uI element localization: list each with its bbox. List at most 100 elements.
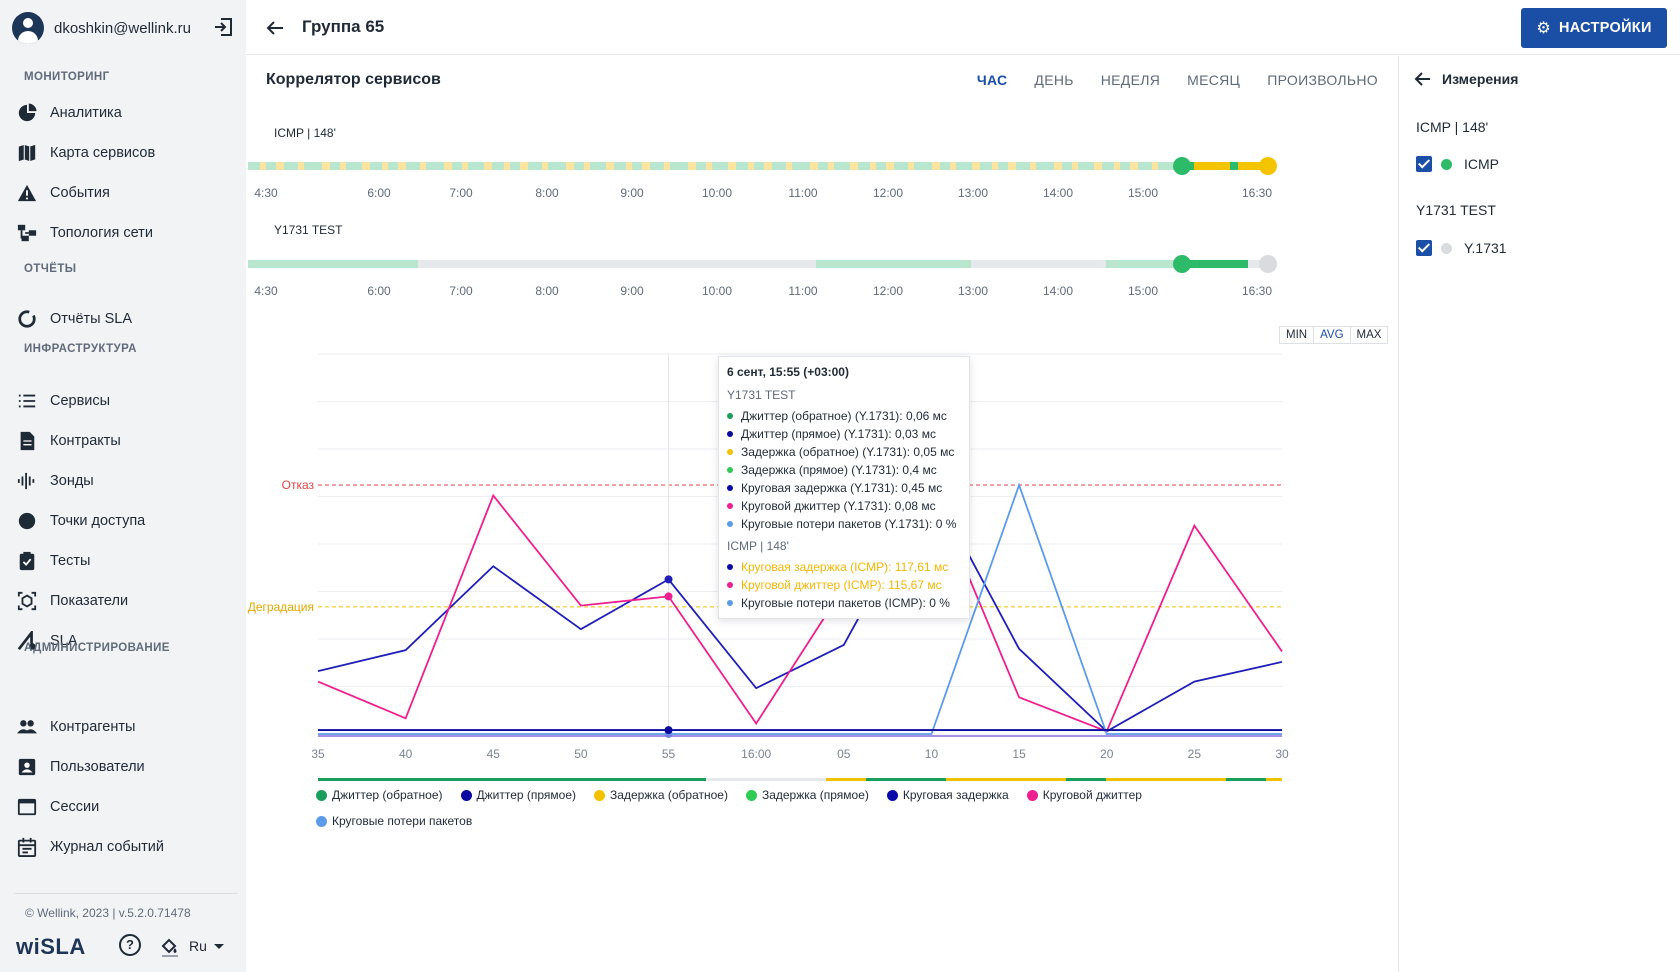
timeline-tick: 15:00 bbox=[1127, 186, 1159, 200]
legend-label: Задержка (обратное) bbox=[610, 788, 728, 802]
sidebar-item[interactable]: Пользователи bbox=[16, 753, 236, 781]
timeline-segment bbox=[468, 162, 484, 170]
timeline-segment bbox=[420, 162, 426, 170]
timeline-icmp[interactable] bbox=[246, 154, 1398, 178]
tooltip-row-text: Круговая задержка (Y.1731): 0,45 мс bbox=[741, 481, 943, 495]
back-arrow-icon[interactable] bbox=[1413, 69, 1433, 89]
timeline-segment bbox=[670, 162, 688, 170]
sidebar-item[interactable]: Тесты bbox=[16, 547, 236, 575]
logout-icon[interactable] bbox=[212, 16, 234, 38]
series-color-dot bbox=[727, 521, 733, 527]
period-tab[interactable]: НЕДЕЛЯ bbox=[1100, 72, 1161, 88]
timeline-segment bbox=[276, 162, 284, 170]
sidebar-item[interactable]: Отчёты SLA bbox=[16, 305, 236, 333]
sidebar-item[interactable]: Контрагенты bbox=[16, 713, 236, 741]
legend-item[interactable]: Джиттер (прямое) bbox=[460, 782, 577, 808]
timeline-segment bbox=[1030, 162, 1036, 170]
language-select[interactable]: Ru bbox=[189, 938, 224, 954]
warning-icon bbox=[16, 182, 38, 204]
measurement-item-icmp[interactable]: ICMP bbox=[1416, 156, 1499, 172]
timeline-range-handle[interactable] bbox=[1173, 157, 1191, 175]
sidebar-item[interactable]: Топология сети bbox=[16, 219, 236, 247]
timeline-range-handle[interactable] bbox=[1259, 255, 1277, 273]
timeline-tick: 10:00 bbox=[701, 186, 733, 200]
series-line[interactable] bbox=[317, 483, 1283, 733]
sidebar-section-title: ОТЧЁТЫ bbox=[24, 263, 77, 275]
theme-paint-icon[interactable] bbox=[160, 937, 180, 957]
legend-item[interactable]: Задержка (прямое) bbox=[745, 782, 869, 808]
timeline-segment bbox=[818, 162, 828, 170]
period-tab[interactable]: ДЕНЬ bbox=[1034, 72, 1074, 88]
sidebar-item[interactable]: Показатели bbox=[16, 587, 236, 615]
measurement-group-title: Y1731 TEST bbox=[1416, 202, 1496, 218]
timeline-range-handle[interactable] bbox=[1259, 157, 1277, 175]
sidebar-item[interactable]: Сервисы bbox=[16, 387, 236, 415]
aggregation-option[interactable]: MIN bbox=[1280, 327, 1315, 343]
sidebar-item-label: События bbox=[50, 185, 110, 201]
aggregation-option[interactable]: MAX bbox=[1356, 329, 1382, 341]
timeline-segment bbox=[614, 162, 626, 170]
back-arrow-icon[interactable] bbox=[264, 17, 286, 39]
user-menu[interactable]: dkoshkin@wellink.ru bbox=[12, 10, 236, 46]
avatar[interactable] bbox=[12, 12, 44, 44]
timeline-segment bbox=[736, 162, 748, 170]
timeline-tick: 6:00 bbox=[367, 186, 391, 200]
timeline-segment bbox=[566, 162, 574, 170]
legend-item[interactable]: Задержка (обратное) bbox=[594, 782, 728, 808]
sidebar-item[interactable]: Контракты bbox=[16, 427, 236, 455]
status-strip-segment bbox=[1226, 778, 1266, 781]
legend-label: Джиттер (прямое) bbox=[476, 788, 577, 802]
page-title: Группа 65 bbox=[302, 17, 385, 36]
timeline-tick: 13:00 bbox=[957, 186, 989, 200]
aggregation-option[interactable]: AVG bbox=[1314, 327, 1351, 343]
measurement-item-y1731[interactable]: Y.1731 bbox=[1416, 240, 1507, 256]
timeline-segment bbox=[590, 162, 606, 170]
measurement-group-title: ICMP | 148' bbox=[1416, 119, 1489, 135]
sidebar-item[interactable]: Карта сервисов bbox=[16, 139, 236, 167]
timeline-segment bbox=[816, 260, 971, 268]
legend-label: Задержка (прямое) bbox=[761, 788, 869, 802]
timeline-tick: 4:30 bbox=[254, 186, 278, 200]
status-strip-segment bbox=[706, 778, 826, 781]
legend-item[interactable]: Джиттер (обратное) bbox=[316, 782, 443, 808]
legend-dot bbox=[460, 789, 472, 801]
series-color-dot bbox=[727, 413, 733, 419]
measurements-header[interactable]: Измерения bbox=[1413, 69, 1518, 89]
timeline-tick: 15:00 bbox=[1127, 284, 1159, 298]
measurements-panel: Измерения ICMP | 148' ICMP Y1731 TEST Y.… bbox=[1398, 56, 1680, 972]
legend-item[interactable]: Круговая задержка bbox=[886, 782, 1009, 808]
series-line[interactable] bbox=[318, 482, 1282, 735]
checkbox[interactable] bbox=[1416, 156, 1432, 172]
legend-item[interactable]: Круговой джиттер bbox=[1026, 782, 1142, 808]
sidebar-item[interactable]: Сессии bbox=[16, 793, 236, 821]
sidebar-item[interactable]: События bbox=[16, 179, 236, 207]
x-tick-label: 50 bbox=[574, 747, 588, 761]
legend-dot bbox=[316, 815, 327, 827]
settings-button[interactable]: ⚙ НАСТРОЙКИ bbox=[1521, 8, 1667, 48]
sidebar-item-label: Пользователи bbox=[50, 759, 145, 775]
tooltip-row-text: Круговые потери пакетов (Y.1731): 0 % bbox=[741, 517, 957, 531]
timeline-range-handle[interactable] bbox=[1173, 255, 1191, 273]
sidebar-item[interactable]: SLA bbox=[16, 627, 236, 655]
sidebar-item[interactable]: Зонды bbox=[16, 467, 236, 495]
legend-item[interactable]: Круговые потери пакетов bbox=[316, 808, 472, 834]
period-tab[interactable]: ПРОИЗВОЛЬНО bbox=[1267, 72, 1378, 88]
period-tab[interactable]: МЕСЯЦ bbox=[1187, 72, 1241, 88]
timeline-segment bbox=[304, 162, 322, 170]
checkbox[interactable] bbox=[1416, 240, 1432, 256]
timeline-segment bbox=[370, 162, 382, 170]
timeline-segment bbox=[870, 162, 876, 170]
period-tab[interactable]: ЧАС bbox=[976, 72, 1008, 88]
sidebar-item[interactable]: Аналитика bbox=[16, 99, 236, 127]
series-point bbox=[664, 592, 673, 601]
timeline-y1731[interactable] bbox=[246, 252, 1398, 276]
timeline-segment bbox=[772, 162, 786, 170]
help-icon[interactable]: ? bbox=[119, 934, 141, 956]
topology-icon bbox=[16, 222, 38, 244]
sidebar-item[interactable]: Точки доступа bbox=[16, 507, 236, 535]
map-icon bbox=[16, 142, 38, 164]
sidebar-item[interactable]: Журнал событий bbox=[16, 833, 236, 861]
series-line[interactable] bbox=[317, 485, 1283, 733]
timeline-segment bbox=[992, 162, 998, 170]
threshold-fail-label: Отказ bbox=[282, 478, 315, 492]
